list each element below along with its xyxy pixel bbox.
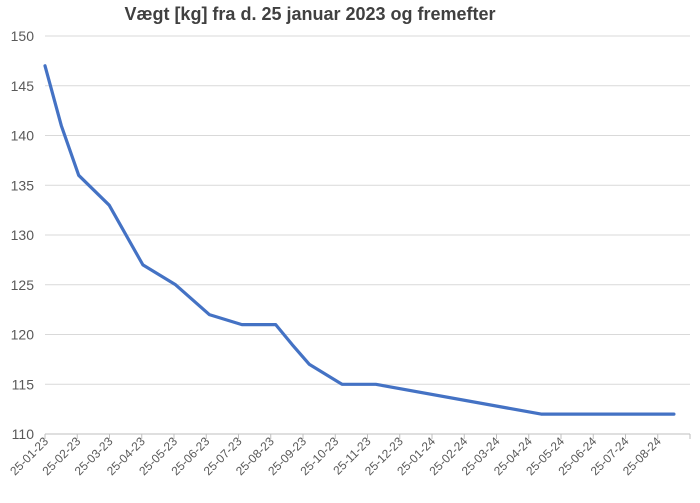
y-tick-label: 130 (11, 227, 35, 243)
y-tick-label: 150 (11, 28, 35, 44)
gridlines (45, 35, 690, 435)
axes (44, 433, 691, 439)
y-tick-label: 135 (11, 177, 35, 193)
x-tick-labels: 25-01-2325-02-2325-03-2325-04-2325-05-23… (7, 434, 664, 478)
y-tick-labels: 110 115 120 125 130 135 140 145 150 (11, 28, 35, 442)
chart-title: Vægt [kg] fra d. 25 januar 2023 og freme… (124, 4, 496, 24)
y-tick-label: 120 (11, 327, 35, 343)
y-tick-label: 110 (12, 426, 35, 442)
y-tick-label: 115 (12, 376, 35, 392)
series-group (43, 64, 676, 416)
series-line (43, 64, 676, 416)
y-tick-label: 140 (11, 128, 35, 144)
y-tick-label: 145 (11, 78, 35, 94)
y-tick-label: 125 (11, 277, 35, 293)
